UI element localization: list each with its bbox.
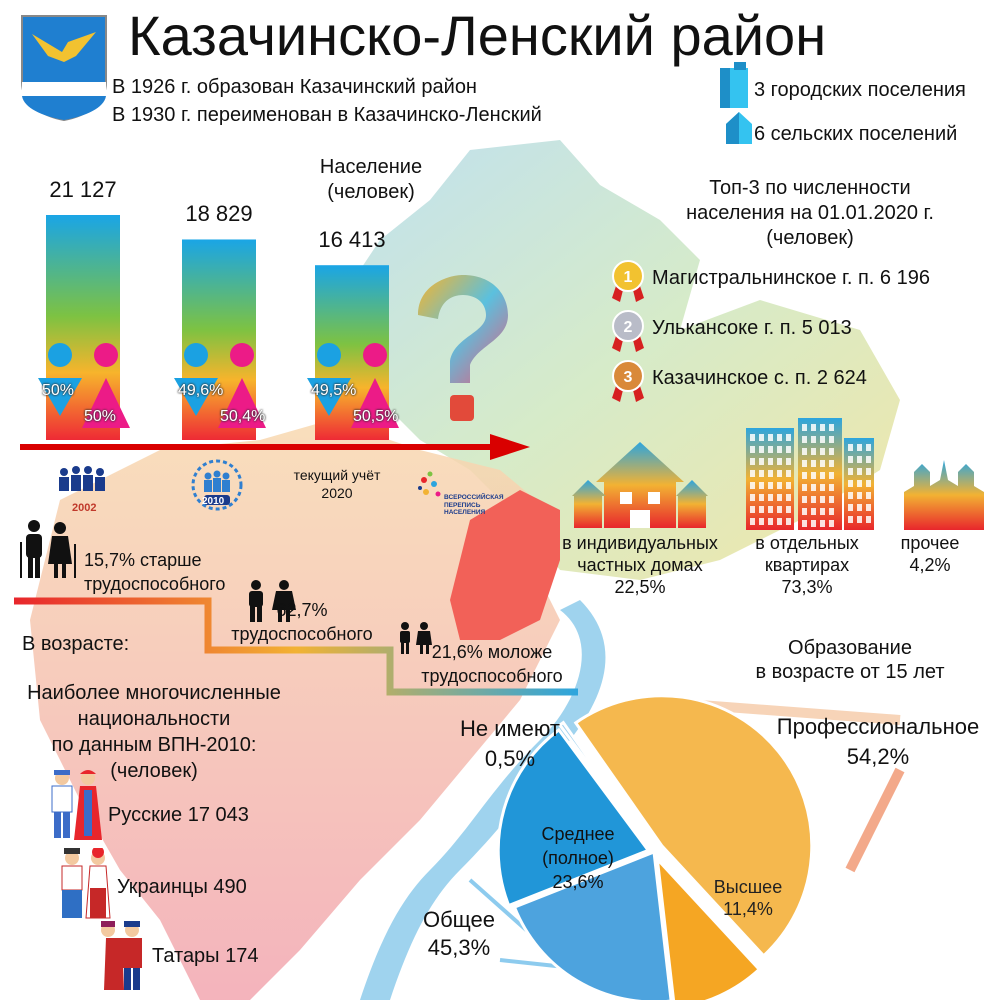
male-pct-2002: 50% xyxy=(42,382,75,399)
rural-settlements: 6 сельских поселений xyxy=(754,123,958,145)
female-body-icon xyxy=(82,378,130,428)
male-pct-2020: 49,5% xyxy=(311,382,357,399)
male-body-icon xyxy=(307,378,351,416)
top3-item-2: Улькансоке г. п. 5 013 xyxy=(652,317,852,339)
female-head-icon xyxy=(230,343,254,367)
male-body-icon xyxy=(174,378,218,416)
female-pct-2002: 50% xyxy=(84,408,117,425)
pie-label-professional: Профессиональное 54,2% xyxy=(776,714,980,769)
female-pct-2010: 50,4% xyxy=(220,408,266,425)
vpn-logo-text: ВСЕРОССИЙСКАЯ ПЕРЕПИСЬ НАСЕЛЕНИЯ xyxy=(444,494,504,516)
other-housing-icon xyxy=(904,460,984,530)
medal-rank: 3 xyxy=(624,369,633,386)
population-value-2010: 18 829 xyxy=(185,201,253,227)
nationality-ukrainians: Украинцы 490 xyxy=(117,876,247,898)
rural-house-icon xyxy=(726,112,752,144)
age-older: 15,7% старше трудоспособного xyxy=(84,550,226,594)
age-younger: 21,6% моложе трудоспособного xyxy=(421,642,563,686)
top3-title: Топ-3 по численности населения на 01.01.… xyxy=(686,177,934,249)
individual-houses-icon xyxy=(572,442,708,528)
elderly-people-icon xyxy=(20,520,76,578)
census-2020-caption: текущий учёт 2020 xyxy=(293,467,381,501)
nationality-russians: Русские 17 043 xyxy=(108,804,249,826)
medal-icon-2: 2 xyxy=(612,310,644,352)
top3-item-3: Казачинское с. п. 2 624 xyxy=(652,367,867,389)
male-head-icon xyxy=(184,343,208,367)
top3-item-1: Магистральнинское г. п. 6 196 xyxy=(652,267,930,289)
female-body-icon xyxy=(351,378,399,428)
education-title: Образование в возрасте от 15 лет xyxy=(755,637,945,683)
male-body-icon xyxy=(38,378,82,416)
medal-icon-3: 3 xyxy=(612,360,644,402)
pie-label-none: Не имеют 0,5% xyxy=(460,716,560,771)
medal-rank: 1 xyxy=(624,269,633,286)
housing-other: прочее 4,2% xyxy=(900,533,960,575)
pie-label-general: Общее 45,3% xyxy=(422,907,496,960)
female-head-icon xyxy=(94,343,118,367)
male-head-icon xyxy=(48,343,72,367)
ukrainian-costume-icon xyxy=(61,848,111,919)
medal-icon-1: 1 xyxy=(612,260,644,302)
page-title: Казачинско-Ленский район xyxy=(128,4,827,67)
question-mark-icon xyxy=(418,275,508,421)
pie-slice-professional xyxy=(573,694,814,958)
pie-slice-general-other xyxy=(512,849,673,1000)
coat-of-arms-icon xyxy=(21,15,107,122)
male-head-icon xyxy=(317,343,341,367)
urban-settlements: 3 городских поселения xyxy=(754,79,966,101)
age-heading: В возрасте: xyxy=(22,633,130,655)
population-value-2002: 21 127 xyxy=(49,177,117,202)
russian-costume-icon xyxy=(51,770,102,840)
pie-label-higher: Высшее 11,4% xyxy=(713,877,783,919)
female-head-icon xyxy=(363,343,387,367)
nationality-tatars: Татары 174 xyxy=(152,945,259,967)
census-2002-logo xyxy=(59,466,105,491)
young-people-icon xyxy=(400,622,432,654)
pie-slice-none xyxy=(557,720,651,847)
census-2010-logo xyxy=(191,459,243,511)
urban-building-icon xyxy=(720,62,748,108)
population-title: Население (человек) xyxy=(319,156,423,203)
history-line-2: В 1930 г. переименован в Казачинско-Ленс… xyxy=(112,104,542,126)
timeline-arrow xyxy=(20,434,530,460)
age-step-line xyxy=(14,597,578,696)
working-age-people-icon xyxy=(249,580,296,622)
census-2010-label: 2010 xyxy=(202,496,225,507)
apartment-buildings-icon xyxy=(746,418,874,530)
pie-slice-higher xyxy=(655,854,762,1000)
housing-individual: в индивидуальных частных домах 22,5% xyxy=(562,533,718,597)
population-bar-chart xyxy=(38,215,399,440)
census-2002-label: 2002 xyxy=(72,502,97,514)
female-pct-2020: 50,5% xyxy=(353,408,399,425)
vpn-logo xyxy=(418,471,441,497)
nationalities-title: Наиболее многочисленные национальности п… xyxy=(27,682,281,782)
medal-rank: 2 xyxy=(624,319,633,336)
housing-apartments: в отдельных квартирах 73,3% xyxy=(755,533,859,597)
pie-label-secondary: Среднее (полное) 23,6% xyxy=(541,824,615,892)
pie-slice-secondary xyxy=(496,727,651,908)
age-working: 62,7% трудоспособного xyxy=(231,600,373,644)
history-line-1: В 1926 г. образован Казачинский район xyxy=(112,76,477,98)
female-body-icon xyxy=(218,378,266,428)
male-pct-2010: 49,6% xyxy=(178,382,224,399)
population-value-2020: 16 413 xyxy=(318,227,386,253)
tatar-costume-icon xyxy=(101,921,142,990)
